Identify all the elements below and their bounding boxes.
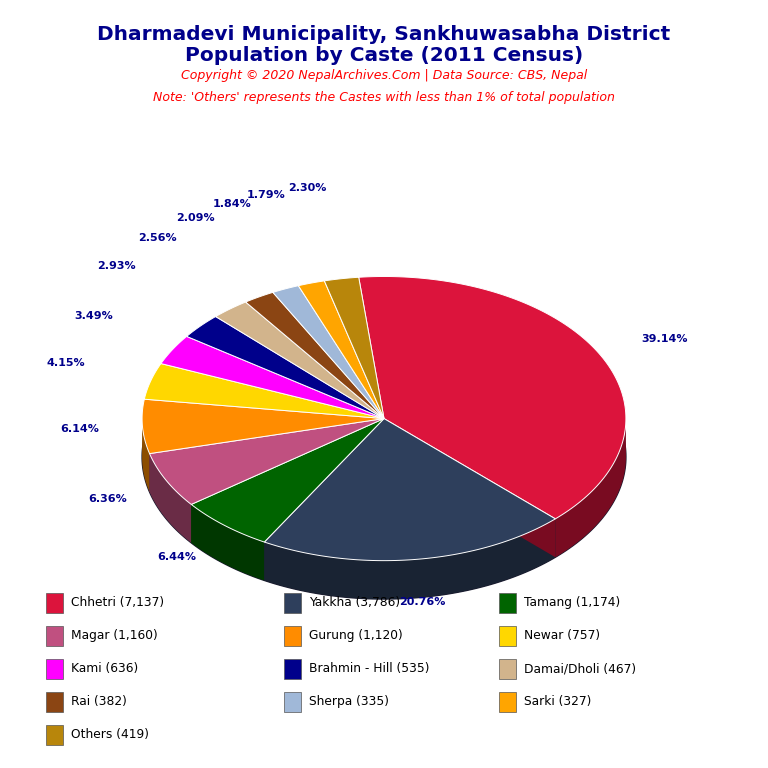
Polygon shape [264, 419, 555, 561]
Text: 3.49%: 3.49% [74, 312, 114, 322]
Polygon shape [264, 519, 555, 599]
Text: Rai (382): Rai (382) [71, 696, 127, 708]
Polygon shape [384, 419, 555, 558]
Text: Copyright © 2020 NepalArchives.Com | Data Source: CBS, Nepal: Copyright © 2020 NepalArchives.Com | Dat… [181, 69, 587, 82]
Text: Newar (757): Newar (757) [524, 630, 600, 642]
Text: Tamang (1,174): Tamang (1,174) [524, 597, 620, 609]
Polygon shape [142, 419, 150, 492]
Polygon shape [142, 315, 626, 599]
Text: Yakkha (3,786): Yakkha (3,786) [309, 597, 400, 609]
Polygon shape [555, 419, 626, 558]
Polygon shape [191, 419, 384, 542]
Text: 6.36%: 6.36% [88, 494, 127, 504]
Text: 2.56%: 2.56% [137, 233, 177, 243]
Text: 1.84%: 1.84% [212, 200, 251, 210]
Text: Sherpa (335): Sherpa (335) [309, 696, 389, 708]
Text: 6.44%: 6.44% [157, 552, 196, 562]
Text: Brahmin - Hill (535): Brahmin - Hill (535) [309, 663, 429, 675]
Text: 1.79%: 1.79% [247, 190, 286, 200]
Polygon shape [264, 419, 384, 581]
Text: 4.15%: 4.15% [47, 358, 85, 368]
Text: Sarki (327): Sarki (327) [524, 696, 591, 708]
Polygon shape [299, 281, 384, 419]
Polygon shape [187, 316, 384, 419]
Text: 2.93%: 2.93% [98, 261, 136, 271]
Polygon shape [273, 286, 384, 419]
Polygon shape [191, 505, 264, 581]
Polygon shape [216, 302, 384, 419]
Polygon shape [324, 277, 384, 419]
Polygon shape [264, 419, 384, 581]
Text: 20.76%: 20.76% [399, 597, 445, 607]
Text: Kami (636): Kami (636) [71, 663, 138, 675]
Text: 2.09%: 2.09% [177, 213, 215, 223]
Text: Note: 'Others' represents the Castes with less than 1% of total population: Note: 'Others' represents the Castes wit… [153, 91, 615, 104]
Polygon shape [161, 336, 384, 419]
Text: Dharmadevi Municipality, Sankhuwasabha District: Dharmadevi Municipality, Sankhuwasabha D… [98, 25, 670, 44]
Text: 2.30%: 2.30% [288, 183, 326, 193]
Polygon shape [191, 419, 384, 543]
Polygon shape [191, 419, 384, 543]
Text: Damai/Dholi (467): Damai/Dholi (467) [524, 663, 636, 675]
Polygon shape [384, 419, 555, 558]
Text: Magar (1,160): Magar (1,160) [71, 630, 157, 642]
Polygon shape [142, 399, 384, 454]
Polygon shape [150, 419, 384, 492]
Text: 6.14%: 6.14% [60, 424, 99, 434]
Polygon shape [359, 276, 626, 519]
Text: 39.14%: 39.14% [641, 334, 688, 344]
Text: Population by Caste (2011 Census): Population by Caste (2011 Census) [185, 46, 583, 65]
Polygon shape [144, 363, 384, 419]
Polygon shape [150, 454, 191, 543]
Polygon shape [150, 419, 384, 492]
Text: Gurung (1,120): Gurung (1,120) [309, 630, 402, 642]
Polygon shape [150, 419, 384, 505]
Text: Chhetri (7,137): Chhetri (7,137) [71, 597, 164, 609]
Text: Others (419): Others (419) [71, 729, 149, 741]
Polygon shape [246, 293, 384, 419]
